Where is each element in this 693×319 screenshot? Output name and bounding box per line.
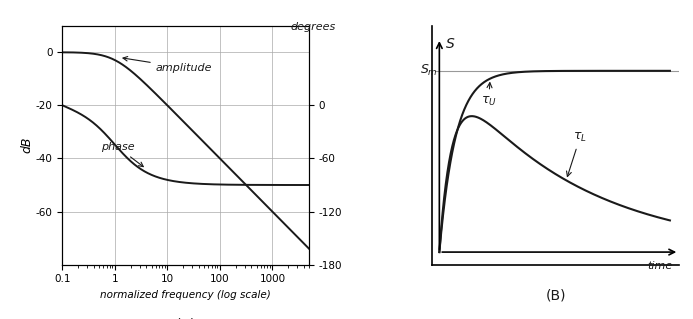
Text: phase: phase xyxy=(101,143,143,167)
Text: $\tau_U$: $\tau_U$ xyxy=(481,83,497,108)
Y-axis label: dB: dB xyxy=(20,137,33,153)
Text: (A): (A) xyxy=(175,317,196,319)
X-axis label: normalized frequency (log scale): normalized frequency (log scale) xyxy=(100,290,271,300)
Text: $S$: $S$ xyxy=(445,37,455,51)
Text: amplitude: amplitude xyxy=(123,56,212,73)
Text: (B): (B) xyxy=(545,289,566,303)
Text: $S_m$: $S_m$ xyxy=(421,63,438,78)
Text: degrees: degrees xyxy=(291,22,336,32)
Text: $\tau_L$: $\tau_L$ xyxy=(567,131,587,176)
Text: time: time xyxy=(647,261,672,271)
